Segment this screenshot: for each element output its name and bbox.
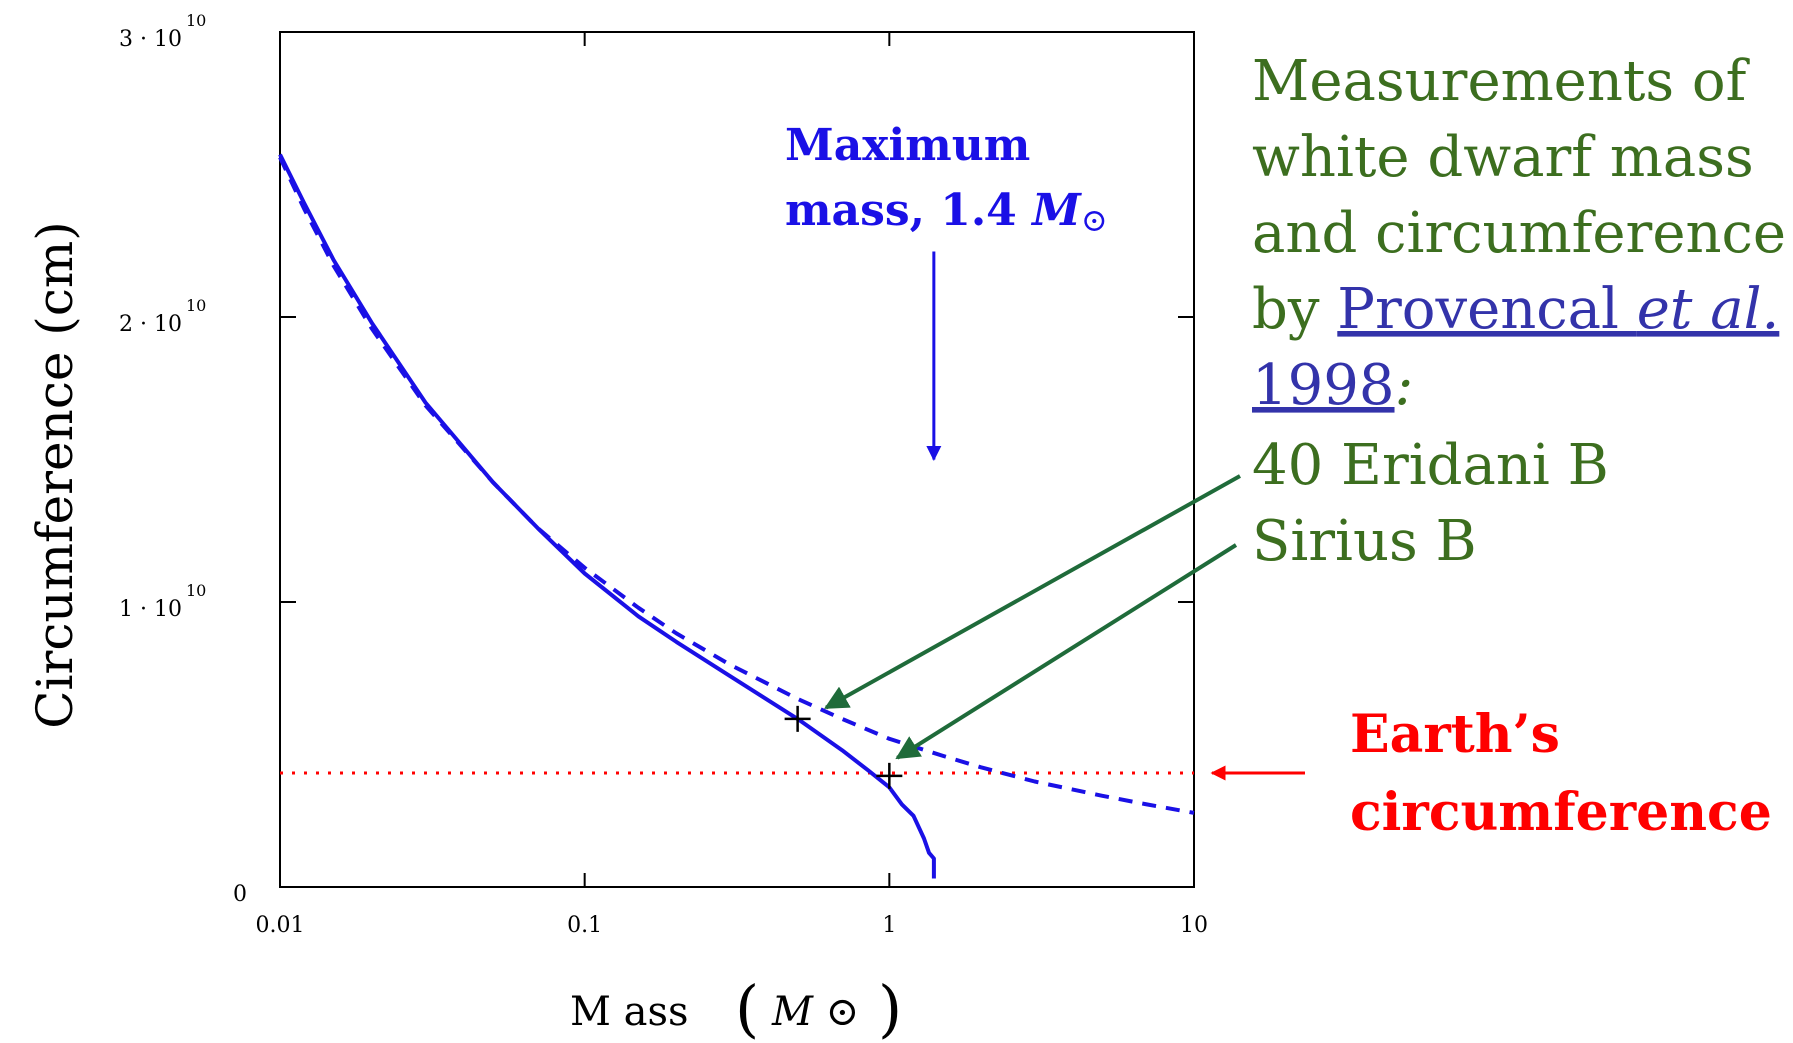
plot-frame <box>279 31 1195 888</box>
earth-annotation: Earth’s circumference <box>1210 704 1772 843</box>
x-tick-label-3: 10 <box>1180 913 1208 938</box>
axis-ticks <box>279 31 1195 888</box>
max-mass-annotation: Maximum mass, 1.4 M⊙ <box>785 120 1108 461</box>
y-tick-exp-2: 10 <box>186 296 206 315</box>
series-solid-curve <box>278 153 936 879</box>
y-tick-exp-1: 10 <box>186 581 206 600</box>
series-layer <box>278 153 1195 879</box>
sirius-pointer-arrow <box>895 543 1238 760</box>
eridani-pointer-arrow <box>823 474 1241 710</box>
max-mass-line2: mass, 1.4 M⊙ <box>785 185 1108 239</box>
provencal-link[interactable]: Provencal <box>1337 277 1636 342</box>
x-axis-title-text: M ass <box>570 989 689 1035</box>
y-tick-exp-3: 10 <box>186 11 206 30</box>
label-sirius-b: Sirius B <box>1252 509 1477 574</box>
x-axis-title: M ass ( M ⊙ ) <box>570 972 902 1043</box>
y-tick-label-0: 0 <box>233 882 247 907</box>
y-tick-label-3: 3 · 10 <box>119 27 182 52</box>
x-tick-label-2: 1 <box>882 913 896 938</box>
measurements-line3: and circumference <box>1252 201 1786 266</box>
y-axis-title: Circumference (cm) <box>26 221 84 728</box>
y-tick-label-2: 2 · 10 <box>119 312 182 337</box>
measurements-annotation: Measurements of white dwarf mass and cir… <box>823 49 1786 760</box>
x-tick-label-1: 0.1 <box>567 913 602 938</box>
series-dashed-curve <box>278 156 1195 815</box>
measurement-point-1 <box>876 762 903 789</box>
label-40-eridani-b: 40 Eridani B <box>1252 433 1609 498</box>
measurements-line4: by Provencal et al. <box>1252 277 1779 342</box>
measurements-line1: Measurements of <box>1252 49 1751 114</box>
x-tick-label-0: 0.01 <box>256 913 305 938</box>
earth-label-line2: circumference <box>1350 782 1772 843</box>
measurements-line2: white dwarf mass <box>1252 125 1754 190</box>
provencal-link-italic[interactable]: et al. <box>1637 277 1780 342</box>
y-tick-label-1: 1 · 10 <box>119 597 182 622</box>
x-axis-unit: M ⊙ <box>771 989 859 1035</box>
measurements-line5: 1998: <box>1252 353 1413 418</box>
max-mass-line1: Maximum <box>785 120 1030 171</box>
x-axis-paren-close: ) <box>878 972 902 1043</box>
points-layer <box>784 705 903 789</box>
x-axis-paren-open: ( <box>735 972 759 1043</box>
earth-label-line1: Earth’s <box>1350 704 1560 765</box>
provencal-link-year[interactable]: 1998 <box>1252 353 1395 418</box>
measurement-point-0 <box>784 705 811 732</box>
